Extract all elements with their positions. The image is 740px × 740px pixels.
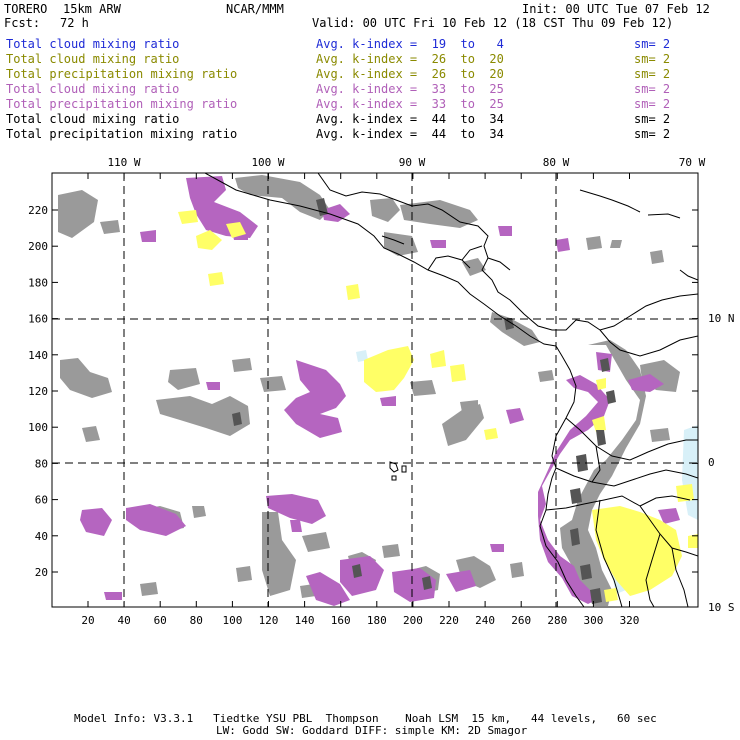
y-tick-label: 200 [28,240,48,253]
x-tick-label: 260 [511,614,531,627]
y-tick-label: 40 [35,530,48,543]
legend-field: Total cloud mixing ratio [6,112,180,126]
x-tick-label: 300 [583,614,603,627]
x-tick-label: 180 [367,614,387,627]
y-tick-label: 160 [28,313,48,326]
yellow-field-patches [178,210,698,602]
y-tick-label: 20 [35,566,48,579]
legend-field: Total cloud mixing ratio [6,37,180,51]
init-time: Init: 00 UTC Tue 07 Feb 12 [522,2,710,16]
x-tick-label: 60 [154,614,167,627]
axis-ticks: 20 40 60 80 100 120 140 160 180 200 220 240 260 280 30… [28,156,734,627]
forecast-hours: 72 h [60,16,89,30]
legend-smoothing: sm= 2 [634,97,671,111]
coastlines [204,173,698,607]
model-resolution: 15km ARW [63,2,121,16]
legend-index: Avg. k-index = 44 to 34 [316,127,504,141]
legend-field: Total precipitation mixing ratio [6,127,238,141]
latitude-label: 10 N [708,312,735,325]
x-tick-label: 140 [295,614,315,627]
valid-time: Valid: 00 UTC Fri 10 Feb 12 (18 CST Thu … [312,16,674,30]
legend-field: Total cloud mixing ratio [6,52,180,66]
legend-smoothing: sm= 2 [634,82,671,96]
model-info-line: Model Info: V3.3.1 Tiedtke YSU PBL Thomp… [74,712,657,725]
y-tick-label: 180 [28,276,48,289]
x-tick-label: 40 [117,614,130,627]
x-tick-label: 320 [620,614,640,627]
legend-smoothing: sm= 2 [634,52,671,66]
legend-smoothing: sm= 2 [634,127,671,141]
longitude-label: 80 W [543,156,570,169]
legend-smoothing: sm= 2 [634,67,671,81]
physics-info-line: LW: Godd SW: Goddard DIFF: simple KM: 2D… [216,724,528,737]
x-tick-label: 80 [190,614,203,627]
legend-index: Avg. k-index = 19 to 4 [316,37,504,51]
x-tick-label: 200 [403,614,423,627]
y-tick-label: 220 [28,204,48,217]
legend-field: Total cloud mixing ratio [6,82,180,96]
x-tick-label: 20 [81,614,94,627]
x-tick-label: 100 [222,614,242,627]
y-tick-label: 100 [28,421,48,434]
latitude-label: 10 S [708,601,735,614]
longitude-label: 100 W [251,156,284,169]
longitude-label: 70 W [679,156,706,169]
dark-cloud-cores [232,198,616,604]
longitude-label: 110 W [107,156,140,169]
legend-index: Avg. k-index = 26 to 20 [316,52,504,66]
legend-index: Avg. k-index = 44 to 34 [316,112,504,126]
organization: NCAR/MMM [226,2,284,16]
map-field-layer [52,173,698,607]
legend-field: Total precipitation mixing ratio [6,67,238,81]
model-name: TORERO [4,2,48,16]
latitude-label: 0 [708,456,715,469]
latlon-grid [52,173,698,607]
x-tick-label: 120 [259,614,279,627]
legend-smoothing: sm= 2 [634,37,671,51]
legend-index: Avg. k-index = 26 to 20 [316,67,504,81]
y-tick-label: 60 [35,494,48,507]
y-tick-label: 80 [35,457,48,470]
map-frame [51,172,699,608]
longitude-label: 90 W [399,156,426,169]
y-tick-label: 140 [28,349,48,362]
legend-smoothing: sm= 2 [634,112,671,126]
forecast-label: Fcst: [4,16,41,30]
legend-field: Total precipitation mixing ratio [6,97,238,111]
legend-index: Avg. k-index = 33 to 25 [316,97,504,111]
legend-index: Avg. k-index = 33 to 25 [316,82,504,96]
x-tick-label: 240 [475,614,495,627]
x-tick-label: 220 [439,614,459,627]
x-tick-label: 160 [331,614,351,627]
x-tick-label: 280 [547,614,567,627]
y-tick-label: 120 [28,385,48,398]
